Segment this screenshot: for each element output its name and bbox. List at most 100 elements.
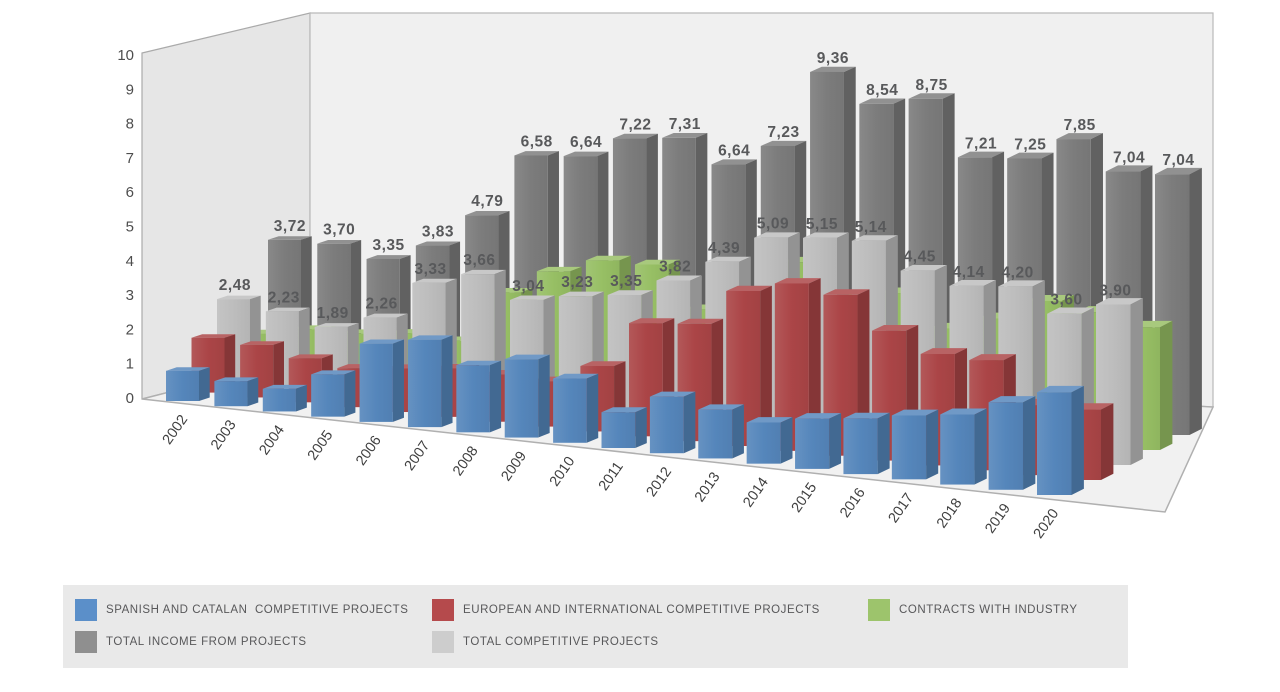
x-tick-label-2006: 2006 (353, 433, 385, 469)
value-label-2010-total_competitive: 3,35 (610, 273, 642, 290)
value-label-2014-total_competitive: 5,15 (806, 216, 838, 233)
legend-swatch-total-competitive (432, 631, 454, 653)
y-tick-label: 9 (126, 81, 134, 98)
value-label-2019-total_competitive: 3,60 (1050, 292, 1082, 309)
value-label-2019-total_income: 7,04 (1113, 150, 1145, 167)
bar-2013-spanish_catalan (698, 404, 744, 459)
value-label-2004-total_income: 3,35 (373, 237, 405, 254)
value-label-2005-total_income: 3,83 (422, 224, 454, 241)
value-label-2008-total_competitive: 3,04 (512, 278, 544, 295)
x-tick-label-2013: 2013 (692, 470, 724, 506)
value-label-2011-total_competitive: 3,82 (659, 258, 691, 275)
y-tick-label: 5 (126, 219, 134, 236)
value-label-2012-total_competitive: 4,39 (708, 240, 740, 257)
bar-2003-spanish_catalan (214, 377, 259, 407)
value-label-2013-total_competitive: 5,09 (757, 216, 789, 233)
y-tick-label: 3 (126, 287, 134, 304)
x-tick-label-2004: 2004 (256, 423, 288, 459)
legend-swatch-contracts-industry (868, 599, 890, 621)
value-labels-total_competitive: 2,48 2,23 1,89 2,26 3,33 3,66 3,04 3,23 3,35 3,82… (219, 216, 1131, 322)
legend-label-european-international: EUROPEAN AND INTERNATIONAL COMPETITIVE P… (463, 604, 820, 616)
value-label-2012-total_income: 7,23 (767, 124, 799, 141)
y-tick-label: 7 (126, 150, 134, 167)
x-tick-label-2012: 2012 (644, 464, 676, 500)
bar-2006-spanish_catalan (359, 339, 404, 422)
x-tick-label-2008: 2008 (450, 443, 482, 479)
x-tick-label-2019: 2019 (982, 501, 1014, 537)
y-tick-label: 8 (126, 116, 134, 133)
value-label-2010-total_income: 7,31 (669, 116, 701, 133)
legend-item-contracts-industry: CONTRACTS WITH INDUSTRY (868, 599, 1078, 621)
value-label-2003-total_competitive: 2,23 (268, 289, 300, 306)
x-tick-label-2007: 2007 (402, 438, 434, 474)
bar-2012-spanish_catalan (649, 391, 696, 454)
x-tick-label-2011: 2011 (596, 459, 627, 494)
value-label-2017-total_income: 7,25 (1014, 136, 1046, 153)
value-label-2016-total_competitive: 4,45 (904, 249, 936, 266)
legend-label-contracts-industry: CONTRACTS WITH INDUSTRY (899, 604, 1078, 616)
value-label-2007-total_competitive: 3,66 (463, 252, 495, 269)
value-label-2003-total_income: 3,70 (323, 222, 355, 239)
bar-2004-spanish_catalan (262, 384, 307, 412)
value-label-2004-total_competitive: 1,89 (317, 305, 349, 322)
bar-2019-spanish_catalan (988, 396, 1036, 490)
bar-2008-spanish_catalan (456, 360, 502, 433)
y-tick-label: 4 (126, 253, 134, 270)
bar-2020-spanish_catalan (1037, 385, 1084, 495)
x-tick-label-2002: 2002 (160, 412, 192, 448)
legend-label-total-income: TOTAL INCOME FROM PROJECTS (106, 636, 307, 648)
x-tick-label-2020: 2020 (1031, 506, 1063, 542)
legend-item-total-competitive: TOTAL COMPETITIVE PROJECTS (432, 631, 659, 653)
legend-swatch-european-international (432, 599, 454, 621)
value-label-2002-total_income: 3,72 (274, 218, 306, 235)
bar-2005-spanish_catalan (311, 370, 356, 417)
value-label-2018-total_income: 7,85 (1064, 117, 1096, 134)
x-tick-label-2017: 2017 (885, 490, 917, 526)
chart-legend: SPANISH AND CATALAN COMPETITIVE PROJECTS… (63, 585, 1128, 668)
value-label-2018-total_competitive: 4,20 (1002, 264, 1034, 281)
y-tick-label: 6 (126, 184, 134, 201)
value-label-2020-total_competitive: 3,90 (1099, 282, 1131, 299)
value-labels-total_income: 3,72 3,70 3,35 3,83 4,79 6,58 6,64 7,22 7,31 6,64… (274, 50, 1194, 254)
y-tick-label: 0 (126, 390, 134, 407)
value-label-2006-total_competitive: 3,33 (414, 261, 446, 278)
value-label-2020-total_income: 7,04 (1162, 152, 1194, 169)
value-label-2006-total_income: 4,79 (471, 193, 503, 210)
value-label-2016-total_income: 7,21 (965, 135, 997, 152)
value-label-2009-total_competitive: 3,23 (561, 274, 593, 291)
value-label-2011-total_income: 6,64 (718, 142, 750, 159)
value-label-2005-total_competitive: 2,26 (366, 296, 398, 313)
x-tick-label-2015: 2015 (789, 480, 821, 516)
value-label-2015-total_income: 8,75 (916, 77, 948, 94)
bar-2007-spanish_catalan (407, 335, 453, 428)
bars-layer (166, 66, 1202, 495)
x-tick-label-2016: 2016 (837, 485, 869, 521)
bar-2014-spanish_catalan (746, 417, 793, 464)
legend-swatch-total-income (75, 631, 97, 653)
x-tick-label-2009: 2009 (498, 449, 530, 485)
x-tick-label-2003: 2003 (208, 417, 240, 453)
x-tick-label-2018: 2018 (934, 496, 966, 532)
bar-2011-spanish_catalan (601, 407, 647, 448)
bar-chart-3d: 0 1 2 3 4 5 6 7 8 9 10 3,72 3,70 3,35 3,83 4,79 6,58 6,64… (117, 12, 1215, 542)
y-axis: 0 1 2 3 4 5 6 7 8 9 10 (117, 47, 134, 407)
bar-2009-spanish_catalan (504, 354, 550, 438)
legend-item-spanish-catalan: SPANISH AND CATALAN COMPETITIVE PROJECTS (75, 599, 408, 621)
bar-chart-3d-svg: 0 1 2 3 4 5 6 7 8 9 10 3,72 3,70 3,35 3,83 4,79 6,58 6,64… (117, 12, 1215, 542)
bar-2016-spanish_catalan (843, 412, 890, 475)
legend-item-european-international: EUROPEAN AND INTERNATIONAL COMPETITIVE P… (432, 599, 820, 621)
legend-label-spanish-catalan: SPANISH AND CATALAN COMPETITIVE PROJECTS (106, 604, 409, 616)
bar-2002-spanish_catalan (166, 367, 210, 401)
legend-label-total-competitive: TOTAL COMPETITIVE PROJECTS (463, 636, 659, 648)
legend-swatch-spanish-catalan (75, 599, 97, 621)
bar-2018-spanish_catalan (940, 408, 987, 485)
x-tick-label-2010: 2010 (547, 454, 579, 490)
bar-2015-spanish_catalan (795, 413, 842, 469)
series-spanish_catalan (166, 335, 1084, 495)
value-label-2008-total_income: 6,64 (570, 134, 602, 151)
value-label-2013-total_income: 9,36 (817, 50, 849, 67)
bar-2017-spanish_catalan (891, 409, 939, 480)
x-tick-label-2014: 2014 (740, 475, 772, 511)
x-tick-label-2005: 2005 (305, 428, 337, 464)
